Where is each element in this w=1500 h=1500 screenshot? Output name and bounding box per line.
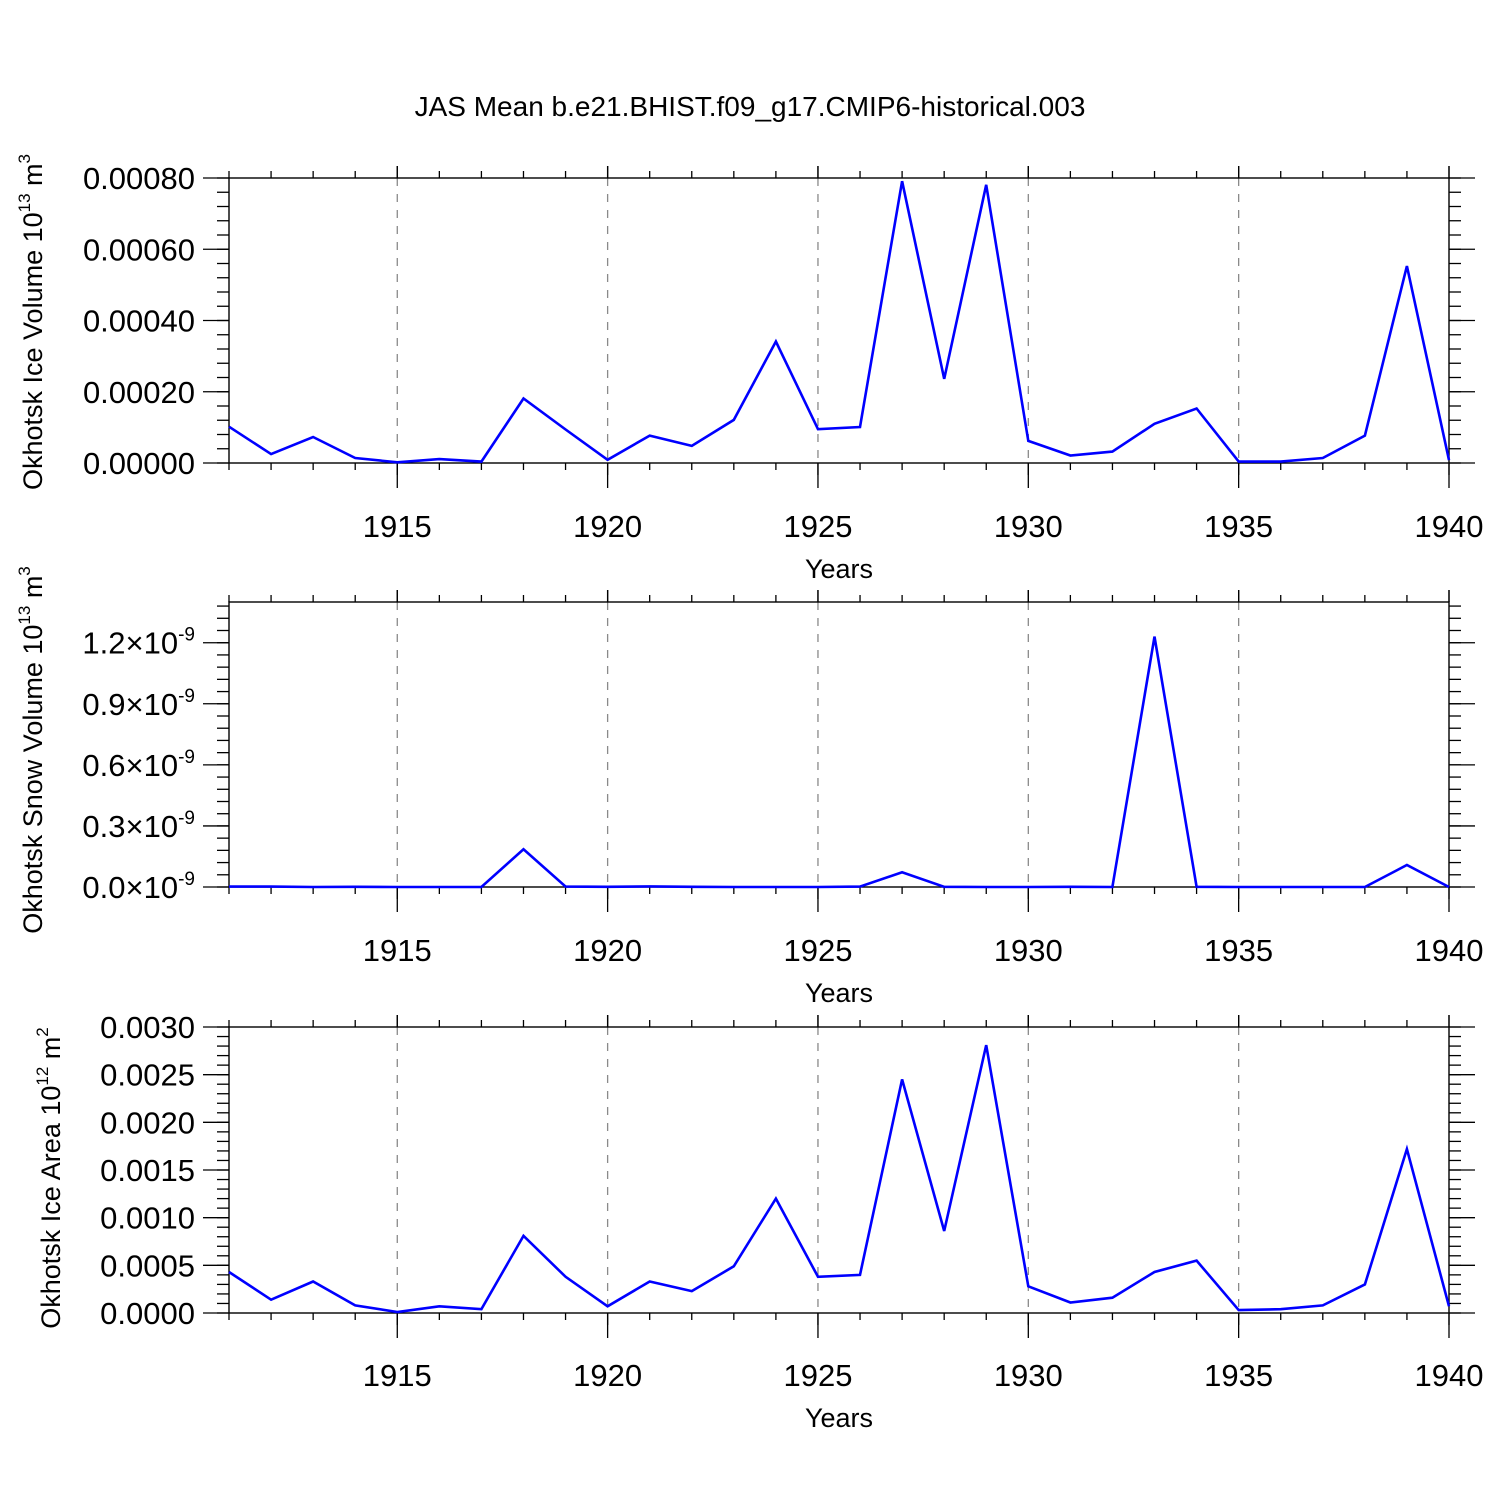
y-tick-label-text: 0.3×10: [82, 809, 178, 844]
y-axis-label: Okhotsk Snow Volume 1013 m3: [15, 566, 48, 934]
y-axis-label-exponent: 13: [15, 193, 34, 212]
y-tick-label-text: 0.0×10: [82, 870, 178, 905]
y-tick-label-text: 0.0015: [100, 1153, 195, 1188]
y-tick-label: 0.00040: [83, 304, 195, 339]
y-tick-label: 0.0030: [100, 1010, 195, 1045]
x-tick-label: 1915: [363, 509, 432, 544]
y-tick-label-text: 0.00040: [83, 304, 195, 339]
y-tick-label-text: 0.0025: [100, 1058, 195, 1093]
y-axis-label-text: Okhotsk Ice Volume 10: [18, 212, 48, 490]
y-axis-label: Okhotsk Ice Volume 1013 m3: [15, 154, 48, 490]
y-tick-label: 0.00080: [83, 161, 195, 196]
x-axis-label: Years: [805, 1403, 873, 1433]
series-line: [228, 180, 1451, 464]
y-tick-exponent: -9: [178, 869, 195, 890]
x-tick-label: 1935: [1204, 509, 1273, 544]
y-tick-label-text: 0.6×10: [82, 748, 178, 783]
y-tick-label: 0.3×10-9: [82, 808, 195, 844]
y-tick-exponent: -9: [178, 747, 195, 768]
y-tick-label: 0.00000: [83, 446, 195, 481]
x-axis-label: Years: [805, 554, 873, 584]
plot-frame: [228, 601, 1450, 888]
plot-frame: [228, 1026, 1450, 1314]
panel-snow-volume: 0.0×10-90.3×10-90.6×10-90.9×10-91.2×10-9…: [15, 566, 1483, 1008]
x-tick-label: 1930: [994, 933, 1063, 968]
y-tick-label: 0.0020: [100, 1105, 195, 1140]
x-tick-label: 1935: [1204, 933, 1273, 968]
y-axis-label-unit-exponent: 3: [15, 566, 34, 575]
y-tick-label-text: 0.00080: [83, 161, 195, 196]
y-axis-label-unit: m: [18, 163, 48, 193]
y-tick-label: 0.00020: [83, 375, 195, 410]
panel-ice-area: 0.0000 0.0005 0.0010 0.0015 0.0020 0.0025 0.00…: [33, 1010, 1483, 1433]
x-tick-label: 1925: [783, 509, 852, 544]
y-tick-exponent: -9: [178, 625, 195, 646]
y-axis-label-exponent: 12: [33, 1067, 52, 1086]
y-tick-label: 0.0010: [100, 1201, 195, 1236]
y-tick-label-text: 0.0030: [100, 1010, 195, 1045]
x-tick-label: 1940: [1415, 509, 1484, 544]
y-tick-label: 0.0025: [100, 1058, 195, 1093]
y-tick-label-text: 0.0000: [100, 1296, 195, 1331]
y-tick-label-text: 0.9×10: [82, 687, 178, 722]
series-line: [228, 1044, 1451, 1314]
y-tick-exponent: -9: [178, 808, 195, 829]
y-tick-label-text: 0.0010: [100, 1201, 195, 1236]
y-tick-label: 0.00060: [83, 232, 195, 267]
y-tick-label: 0.0015: [100, 1153, 195, 1188]
y-axis-label-text: Okhotsk Ice Area 10: [36, 1086, 66, 1329]
y-axis-label-unit-exponent: 3: [15, 154, 34, 163]
y-tick-label: 0.0005: [100, 1248, 195, 1283]
x-tick-label: 1925: [783, 933, 852, 968]
x-tick-label: 1930: [994, 1358, 1063, 1393]
x-tick-label: 1920: [573, 933, 642, 968]
y-axis-label-unit: m: [18, 576, 48, 606]
y-axis-label-unit: m: [36, 1037, 66, 1067]
x-axis-label: Years: [805, 978, 873, 1008]
chart-title: JAS Mean b.e21.BHIST.f09_g17.CMIP6-histo…: [415, 91, 1086, 122]
y-tick-label: 1.2×10-9: [82, 625, 195, 661]
x-tick-label: 1920: [573, 509, 642, 544]
y-tick-exponent: -9: [178, 686, 195, 707]
y-axis-label-exponent: 13: [15, 606, 34, 625]
y-tick-label: 0.0×10-9: [82, 869, 195, 905]
y-tick-label-text: 0.0020: [100, 1105, 195, 1140]
y-tick-label-text: 0.00060: [83, 232, 195, 267]
x-tick-label: 1915: [363, 1358, 432, 1393]
x-tick-label: 1935: [1204, 1358, 1273, 1393]
x-tick-label: 1930: [994, 509, 1063, 544]
panel-ice-volume: 0.00000 0.00020 0.00040 0.00060 0.00080 1915 1…: [15, 154, 1483, 584]
y-tick-label: 0.6×10-9: [82, 747, 195, 783]
y-tick-label-text: 1.2×10: [82, 626, 178, 661]
y-tick-label: 0.0000: [100, 1296, 195, 1331]
x-tick-label: 1940: [1415, 1358, 1484, 1393]
y-tick-label-text: 0.0005: [100, 1248, 195, 1283]
x-tick-label: 1920: [573, 1358, 642, 1393]
y-tick-label-text: 0.00020: [83, 375, 195, 410]
y-tick-label-text: 0.00000: [83, 446, 195, 481]
y-tick-label: 0.9×10-9: [82, 686, 195, 722]
x-tick-label: 1915: [363, 933, 432, 968]
y-axis-label: Okhotsk Ice Area 1012 m2: [33, 1027, 66, 1329]
plot-frame: [228, 177, 1450, 464]
x-tick-label: 1925: [783, 1358, 852, 1393]
x-tick-label: 1940: [1415, 933, 1484, 968]
y-axis-label-text: Okhotsk Snow Volume 10: [18, 625, 48, 934]
series-line: [229, 636, 1450, 889]
y-axis-label-unit-exponent: 2: [33, 1027, 52, 1036]
